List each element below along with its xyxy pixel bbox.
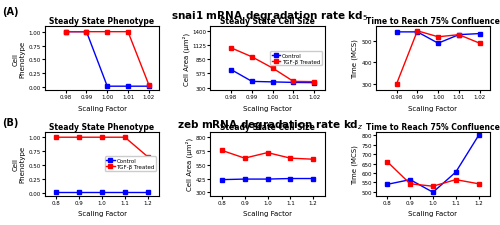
Title: Steady State Phenotype: Steady State Phenotype <box>50 122 154 131</box>
Line: Control: Control <box>394 31 482 46</box>
Control <box>476 135 482 137</box>
TGF-β Treated <box>476 43 482 45</box>
Line: TGF-β Treated: TGF-β Treated <box>54 135 150 159</box>
Control <box>242 178 248 181</box>
TGF-β Treated <box>228 47 234 50</box>
Control <box>104 86 110 88</box>
Control <box>476 33 482 36</box>
X-axis label: Scaling Factor: Scaling Factor <box>78 210 126 216</box>
TGF-β Treated <box>146 84 152 86</box>
Control <box>456 34 462 37</box>
TGF-β Treated <box>430 185 436 188</box>
Title: Steady State Cell Size: Steady State Cell Size <box>220 122 315 131</box>
Text: snai1 mRNA degradation rate kd$_5$: snai1 mRNA degradation rate kd$_5$ <box>172 9 368 23</box>
Line: Control: Control <box>54 190 150 194</box>
Control <box>264 178 270 181</box>
TGF-β Treated <box>219 149 225 152</box>
Control <box>84 31 89 34</box>
TGF-β Treated <box>456 34 462 37</box>
X-axis label: Scaling Factor: Scaling Factor <box>243 105 292 111</box>
TGF-β Treated <box>394 83 400 86</box>
TGF-β Treated <box>270 68 276 70</box>
Control <box>54 191 60 193</box>
Line: TGF-β Treated: TGF-β Treated <box>394 30 482 86</box>
Line: TGF-β Treated: TGF-β Treated <box>64 30 151 87</box>
TGF-β Treated <box>76 136 82 139</box>
Control <box>125 86 131 88</box>
Control <box>270 81 276 84</box>
Control <box>122 191 128 193</box>
Control <box>99 191 105 193</box>
TGF-β Treated <box>84 31 89 34</box>
Y-axis label: Cell
Phenotype: Cell Phenotype <box>13 40 26 77</box>
TGF-β Treated <box>310 158 316 161</box>
TGF-β Treated <box>407 183 413 185</box>
TGF-β Treated <box>311 81 317 84</box>
Y-axis label: Cell Area (µm²): Cell Area (µm²) <box>182 32 190 85</box>
Title: Steady State Cell Size: Steady State Cell Size <box>220 17 315 26</box>
Y-axis label: Time (MCS): Time (MCS) <box>352 144 358 184</box>
X-axis label: Scaling Factor: Scaling Factor <box>408 105 458 111</box>
Y-axis label: Time (MCS): Time (MCS) <box>352 39 358 79</box>
TGF-β Treated <box>414 30 420 33</box>
TGF-β Treated <box>435 36 441 39</box>
Line: Control: Control <box>220 177 315 182</box>
TGF-β Treated <box>125 31 131 34</box>
Control <box>249 81 255 83</box>
TGF-β Treated <box>104 31 110 34</box>
Control <box>288 177 294 180</box>
TGF-β Treated <box>288 157 294 160</box>
Control <box>76 191 82 193</box>
TGF-β Treated <box>99 136 105 139</box>
Text: zeb mRNA degradation rate kd$_z$: zeb mRNA degradation rate kd$_z$ <box>177 117 363 131</box>
Line: Control: Control <box>64 30 151 89</box>
TGF-β Treated <box>476 183 482 185</box>
Control <box>219 178 225 181</box>
Legend: Control, TGF-β Treated: Control, TGF-β Treated <box>104 157 156 171</box>
TGF-β Treated <box>242 157 248 160</box>
Title: Time to Reach 75% Confluence: Time to Reach 75% Confluence <box>366 17 500 26</box>
Control <box>310 177 316 180</box>
Line: Control: Control <box>385 134 480 194</box>
Control <box>435 43 441 45</box>
Control <box>414 31 420 34</box>
Control <box>311 82 317 85</box>
Line: TGF-β Treated: TGF-β Treated <box>229 47 316 84</box>
TGF-β Treated <box>290 81 296 83</box>
Control <box>62 31 68 34</box>
Title: Time to Reach 75% Confluence: Time to Reach 75% Confluence <box>366 122 500 131</box>
TGF-β Treated <box>384 161 390 163</box>
Text: (A): (A) <box>2 7 19 17</box>
Text: (B): (B) <box>2 117 19 127</box>
Line: TGF-β Treated: TGF-β Treated <box>385 160 480 189</box>
TGF-β Treated <box>62 31 68 34</box>
TGF-β Treated <box>144 156 150 158</box>
TGF-β Treated <box>453 178 459 181</box>
Y-axis label: Cell Area (µm²): Cell Area (µm²) <box>186 137 193 190</box>
Control <box>384 183 390 186</box>
Control <box>290 82 296 84</box>
Legend: Control, TGF-β Treated: Control, TGF-β Treated <box>270 52 322 66</box>
Title: Steady State Phenotype: Steady State Phenotype <box>50 17 154 26</box>
Line: TGF-β Treated: TGF-β Treated <box>220 149 315 162</box>
X-axis label: Scaling Factor: Scaling Factor <box>408 210 458 216</box>
Line: Control: Control <box>229 68 316 85</box>
Control <box>430 191 436 194</box>
TGF-β Treated <box>249 56 255 59</box>
Control <box>228 69 234 72</box>
Control <box>146 86 152 88</box>
Control <box>144 191 150 193</box>
Control <box>394 31 400 34</box>
Control <box>453 171 459 174</box>
X-axis label: Scaling Factor: Scaling Factor <box>78 105 126 111</box>
TGF-β Treated <box>54 136 60 139</box>
Y-axis label: Cell
Phenotype: Cell Phenotype <box>13 145 26 182</box>
TGF-β Treated <box>122 136 128 139</box>
Control <box>407 178 413 181</box>
TGF-β Treated <box>264 152 270 154</box>
X-axis label: Scaling Factor: Scaling Factor <box>243 210 292 216</box>
